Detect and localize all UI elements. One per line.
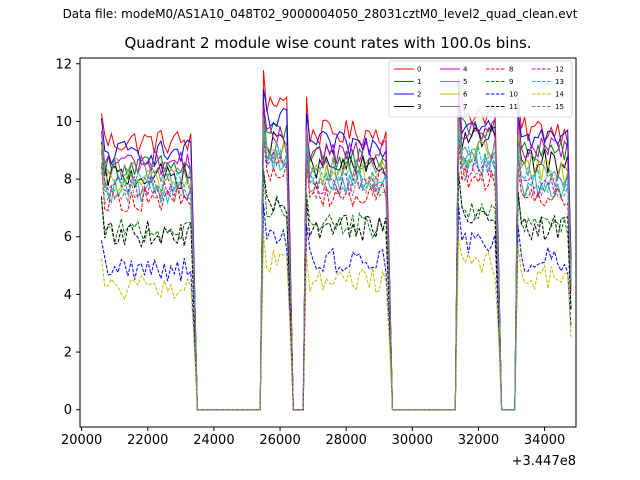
legend-label-1: 1	[417, 78, 421, 86]
x-tick-label: 24000	[193, 433, 234, 448]
y-axis-ticks: 0 2 4 6 8 10 12	[55, 57, 80, 418]
y-tick-label: 10	[55, 115, 72, 130]
legend-label-8: 8	[509, 66, 513, 74]
y-tick-label: 2	[64, 346, 72, 361]
x-axis-ticks: 20000 22000 24000 26000 28000 30000 32000 34000	[61, 427, 565, 448]
x-tick-label: 34000	[524, 433, 565, 448]
legend-box	[388, 60, 573, 118]
legend-label-14: 14	[555, 91, 564, 99]
series-line-15	[101, 136, 572, 411]
x-tick-label: 32000	[458, 433, 499, 448]
legend-label-6: 6	[463, 91, 468, 99]
chart-title: Quadrant 2 module wise count rates with …	[124, 34, 532, 52]
legend-label-2: 2	[417, 91, 421, 99]
y-tick-label: 8	[64, 173, 72, 188]
legend-label-15: 15	[555, 103, 564, 111]
figure-suptitle: Data file: modeM0/AS1A10_048T02_90000040…	[62, 7, 578, 21]
legend-label-9: 9	[509, 78, 513, 86]
legend-label-13: 13	[555, 78, 564, 86]
legend-label-7: 7	[463, 103, 467, 111]
y-tick-label: 12	[55, 57, 72, 72]
legend-label-3: 3	[417, 103, 421, 111]
legend-label-4: 4	[463, 66, 468, 74]
legend-label-12: 12	[555, 66, 564, 74]
x-tick-label: 28000	[326, 433, 367, 448]
legend-label-10: 10	[509, 91, 518, 99]
x-tick-label: 22000	[127, 433, 168, 448]
y-tick-label: 6	[64, 230, 72, 245]
x-tick-label: 30000	[392, 433, 433, 448]
legend-label-5: 5	[463, 78, 467, 86]
x-tick-label: 20000	[61, 433, 102, 448]
y-tick-label: 4	[64, 288, 72, 303]
x-offset-label: +3.447e8	[512, 454, 576, 469]
legend-label-11: 11	[509, 103, 518, 111]
legend-label-0: 0	[417, 66, 421, 74]
axes-frame	[79, 57, 577, 428]
x-tick-label: 26000	[259, 433, 300, 448]
y-tick-label: 0	[64, 403, 72, 418]
series-line-12	[101, 135, 572, 411]
series-layer	[101, 70, 572, 411]
